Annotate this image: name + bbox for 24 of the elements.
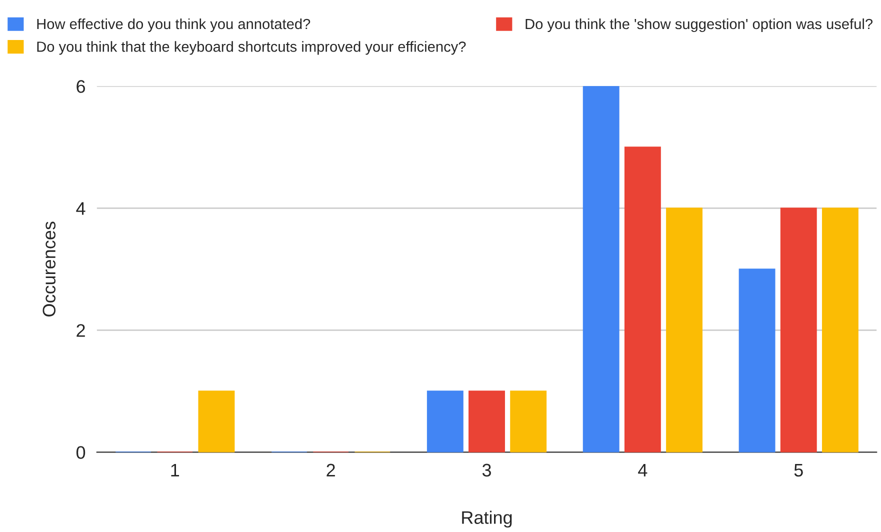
bar <box>198 390 235 452</box>
bar <box>624 146 661 452</box>
x-tick-label: 2 <box>326 464 335 476</box>
legend-label: Do you think the 'show suggestion' option was useful? <box>526 18 873 32</box>
bar <box>666 208 702 452</box>
bar <box>582 86 620 452</box>
y-tick-label: 6 <box>76 80 86 93</box>
y-axis-title: Occurences <box>42 222 56 316</box>
x-tick-label: 3 <box>482 464 491 477</box>
y-tick-label: 0 <box>76 446 86 459</box>
legend-label: Do you think that the keyboard shortcuts improved your efficiency? <box>37 41 466 55</box>
bar <box>426 390 464 452</box>
bar <box>822 208 858 452</box>
bar <box>738 268 776 452</box>
legend-label: How effective do you think you annotated? <box>37 18 310 32</box>
x-axis-title: Rating <box>462 510 512 528</box>
bar <box>468 390 505 452</box>
x-tick-label: 4 <box>638 464 648 476</box>
y-tick-label: 4 <box>76 202 86 215</box>
x-tick-label: 5 <box>794 464 803 477</box>
bar <box>510 390 547 452</box>
y-tick-label: 2 <box>76 324 85 337</box>
x-tick-label: 1 <box>171 464 180 476</box>
bar <box>780 208 817 452</box>
